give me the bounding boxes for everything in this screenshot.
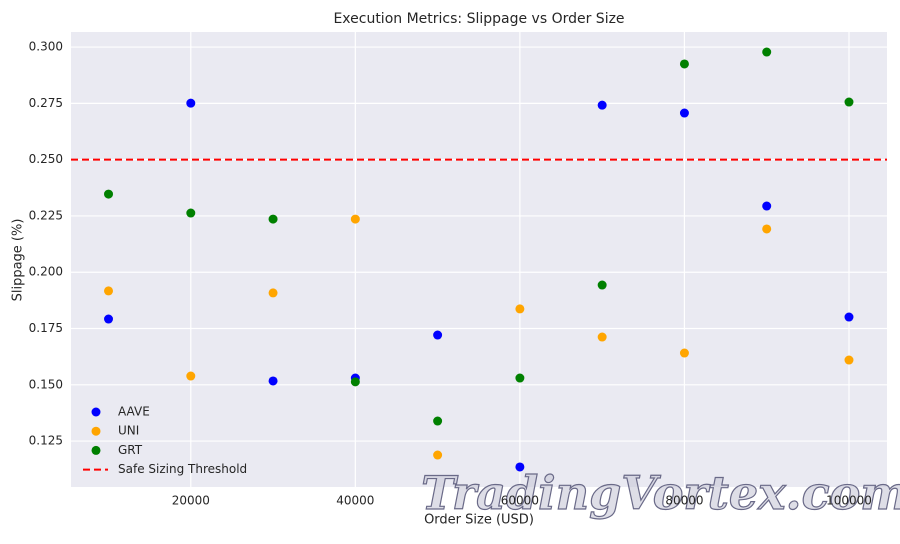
point: [268, 376, 278, 386]
x-tick-label: 60000: [501, 494, 539, 508]
y-axis-label: Slippage (%): [11, 219, 26, 302]
y-tick-label: 0.250: [29, 152, 63, 166]
point: [515, 462, 525, 472]
point: [515, 373, 525, 383]
plot-area: [71, 32, 887, 487]
point: [844, 355, 854, 365]
legend-label: GRT: [118, 443, 143, 457]
point: [762, 47, 772, 57]
y-tick-label: 0.125: [29, 434, 63, 448]
legend-label: AAVE: [118, 405, 150, 419]
point: [104, 314, 114, 324]
point: [186, 98, 196, 108]
x-axis-label: Order Size (USD): [424, 513, 534, 528]
point: [679, 108, 689, 118]
point: [104, 189, 114, 199]
point: [186, 208, 196, 218]
legend-marker: [91, 426, 101, 436]
point: [350, 377, 360, 387]
point: [350, 214, 360, 224]
x-tick-label: 40000: [336, 494, 374, 508]
point: [515, 304, 525, 314]
legend-marker: [91, 445, 101, 455]
x-tick-label: 80000: [665, 494, 703, 508]
point: [597, 332, 607, 342]
point: [679, 59, 689, 69]
y-tick-label: 0.225: [29, 208, 63, 222]
point: [104, 286, 114, 296]
y-tick-label: 0.200: [29, 265, 63, 279]
point: [679, 348, 689, 358]
point: [186, 371, 196, 381]
chart-title: Execution Metrics: Slippage vs Order Siz…: [333, 11, 624, 27]
x-tick-label: 100000: [826, 494, 872, 508]
y-tick-label: 0.275: [29, 96, 63, 110]
y-tick-label: 0.300: [29, 40, 63, 54]
point: [762, 224, 772, 234]
legend-label: UNI: [118, 424, 139, 438]
x-tick-label: 20000: [172, 494, 210, 508]
point: [762, 201, 772, 211]
legend-marker: [91, 407, 101, 417]
y-tick-label: 0.175: [29, 321, 63, 335]
point: [597, 100, 607, 110]
point: [433, 330, 443, 340]
legend-label: Safe Sizing Threshold: [118, 462, 247, 476]
point: [597, 280, 607, 290]
point: [268, 214, 278, 224]
watermark: TradingVortex.com: [421, 466, 900, 520]
point: [433, 450, 443, 460]
point: [433, 416, 443, 426]
point: [844, 312, 854, 322]
point: [268, 288, 278, 298]
y-tick-label: 0.150: [29, 377, 63, 391]
point: [844, 97, 854, 107]
